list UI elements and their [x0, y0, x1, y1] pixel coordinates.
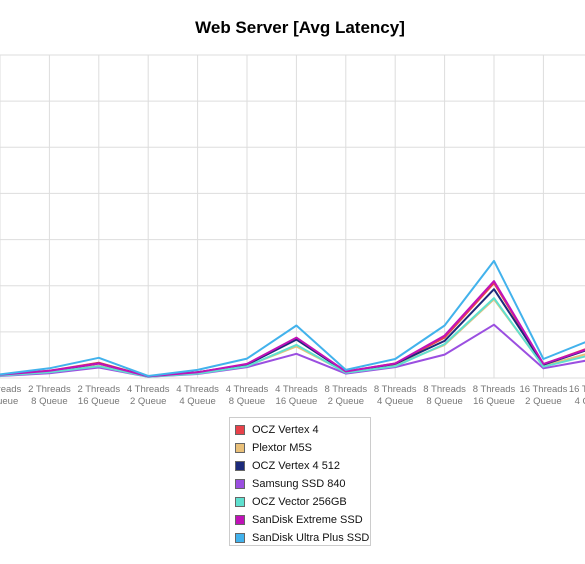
legend-item[interactable]: SanDisk Extreme SSD [230, 511, 370, 529]
x-tick-label: 8 Threads [423, 384, 466, 395]
legend-label: SanDisk Ultra Plus SSD [252, 532, 370, 544]
x-tick-label: 2 Threads [28, 384, 71, 395]
legend-item[interactable]: SanDisk Ultra Plus SSD [230, 529, 370, 547]
legend-item[interactable]: OCZ Vertex 4 512 [230, 457, 370, 475]
x-tick-label: 16 Queue [78, 396, 120, 407]
x-tick-label: 16 Queue [276, 396, 318, 407]
x-tick-label: 16 Threads [519, 384, 567, 395]
x-tick-label: 8 Threads [324, 384, 367, 395]
legend-swatch [235, 461, 245, 471]
x-tick-label: 4 Threads [127, 384, 170, 395]
x-tick-label: 8 Threads [374, 384, 417, 395]
legend: OCZ Vertex 4 Plextor M5S OCZ Vertex 4 512 S… [229, 417, 371, 546]
x-tick-label: 4 Queue [179, 396, 215, 407]
series-line-sandisk-ultra-plus-ssd [0, 259, 585, 377]
chart-title: Web Server [Avg Latency] [195, 18, 405, 37]
x-tick-label: 16 Queue [473, 396, 515, 407]
x-tick-label: 2 Queue [130, 396, 166, 407]
x-tick-label: 4 Queue [575, 396, 585, 407]
x-tick-label: 1 Threads [0, 384, 22, 395]
legend-label: OCZ Vector 256GB [252, 496, 347, 508]
legend-swatch [235, 497, 245, 507]
x-tick-label: 8 Queue [426, 396, 462, 407]
grid-lines [0, 54, 585, 379]
x-tick-label: 8 Queue [31, 396, 67, 407]
x-tick-label: 16 Threads [569, 384, 585, 395]
series-line-ocz-vector-256gb [0, 297, 585, 378]
legend-swatch [235, 515, 245, 525]
x-tick-label: 4 Threads [176, 384, 219, 395]
series-line-sandisk-extreme-ssd [0, 280, 585, 378]
legend-item[interactable]: Samsung SSD 840 [230, 475, 370, 493]
legend-label: OCZ Vertex 4 512 [252, 460, 341, 472]
legend-label: SanDisk Extreme SSD [252, 514, 363, 526]
x-tick-label: 1 Queue [0, 396, 18, 407]
legend-item[interactable]: Plextor M5S [230, 439, 370, 457]
legend-label: Plextor M5S [252, 442, 312, 454]
x-tick-label: 8 Queue [229, 396, 265, 407]
series-lines [0, 259, 585, 378]
x-tick-label: 4 Threads [226, 384, 269, 395]
series-line-ocz-vertex-4 [0, 282, 585, 378]
legend-swatch [235, 533, 245, 543]
x-tick-label: 4 Threads [275, 384, 318, 395]
legend-label: OCZ Vertex 4 [252, 424, 319, 436]
legend-swatch [235, 443, 245, 453]
legend-swatch [235, 479, 245, 489]
legend-swatch [235, 425, 245, 435]
series-line-samsung-ssd-840 [0, 323, 585, 378]
legend-label: Samsung SSD 840 [252, 478, 346, 490]
legend-item[interactable]: OCZ Vector 256GB [230, 493, 370, 511]
x-tick-label: 8 Threads [473, 384, 516, 395]
legend-item[interactable]: OCZ Vertex 4 [230, 421, 370, 439]
x-tick-label: 4 Queue [377, 396, 413, 407]
x-tick-label: 2 Threads [77, 384, 120, 395]
x-tick-label: 2 Queue [328, 396, 364, 407]
x-tick-label: 2 Queue [525, 396, 561, 407]
